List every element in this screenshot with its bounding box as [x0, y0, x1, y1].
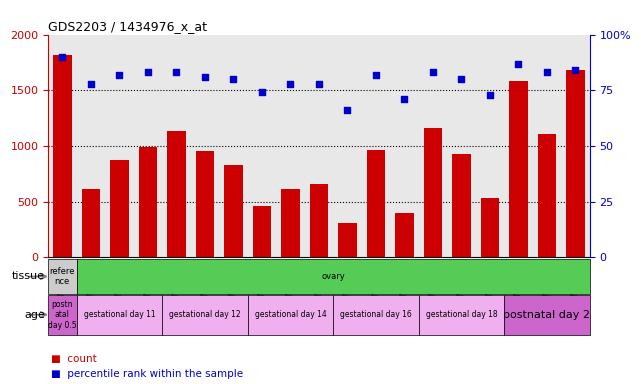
Bar: [538, 134, 556, 257]
Bar: [48, 259, 76, 294]
Text: postn
atal
day 0.5: postn atal day 0.5: [48, 300, 77, 329]
Bar: [162, 295, 247, 335]
Bar: [424, 128, 442, 257]
Point: [370, 71, 381, 78]
Text: gestational day 14: gestational day 14: [254, 310, 326, 319]
Bar: [419, 295, 504, 335]
Point: [342, 107, 353, 113]
Bar: [247, 295, 333, 335]
Text: gestational day 16: gestational day 16: [340, 310, 412, 319]
Point: [399, 96, 410, 102]
Bar: [281, 189, 299, 257]
Text: ovary: ovary: [321, 272, 345, 281]
Text: ■  percentile rank within the sample: ■ percentile rank within the sample: [51, 369, 244, 379]
Bar: [81, 189, 100, 257]
Point: [171, 70, 181, 76]
Point: [86, 81, 96, 87]
Bar: [138, 147, 157, 257]
Bar: [310, 184, 328, 257]
Bar: [504, 295, 590, 335]
Point: [570, 67, 581, 73]
Bar: [76, 295, 162, 335]
Point: [485, 92, 495, 98]
Text: gestational day 11: gestational day 11: [83, 310, 155, 319]
Bar: [48, 295, 76, 335]
Bar: [338, 223, 356, 257]
Text: age: age: [24, 310, 45, 320]
Bar: [53, 55, 72, 257]
Bar: [110, 161, 129, 257]
Bar: [167, 131, 186, 257]
Text: gestational day 12: gestational day 12: [169, 310, 240, 319]
Point: [257, 89, 267, 96]
Bar: [333, 295, 419, 335]
Point: [428, 70, 438, 76]
Bar: [224, 165, 243, 257]
Point: [57, 54, 67, 60]
Text: refere
nce: refere nce: [49, 267, 75, 286]
Bar: [481, 198, 499, 257]
Text: GDS2203 / 1434976_x_at: GDS2203 / 1434976_x_at: [48, 20, 207, 33]
Point: [513, 60, 524, 66]
Point: [114, 71, 124, 78]
Text: ■  count: ■ count: [51, 354, 97, 364]
Bar: [509, 81, 528, 257]
Bar: [253, 206, 271, 257]
Bar: [566, 70, 585, 257]
Point: [200, 74, 210, 80]
Bar: [367, 151, 385, 257]
Text: gestational day 18: gestational day 18: [426, 310, 497, 319]
Point: [542, 70, 552, 76]
Bar: [196, 152, 214, 257]
Text: tissue: tissue: [12, 271, 45, 281]
Bar: [395, 213, 413, 257]
Point: [456, 76, 467, 82]
Bar: [452, 154, 470, 257]
Point: [228, 76, 238, 82]
Point: [143, 70, 153, 76]
Point: [313, 81, 324, 87]
Text: postnatal day 2: postnatal day 2: [503, 310, 590, 320]
Point: [285, 81, 296, 87]
